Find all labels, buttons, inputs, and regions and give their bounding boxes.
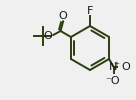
Text: O: O [121,62,130,72]
Text: O: O [59,10,67,20]
Text: O: O [44,30,52,40]
Text: +: + [113,61,119,67]
Text: N: N [109,62,118,72]
Text: F: F [87,6,93,16]
Text: ⁻O: ⁻O [105,76,120,86]
